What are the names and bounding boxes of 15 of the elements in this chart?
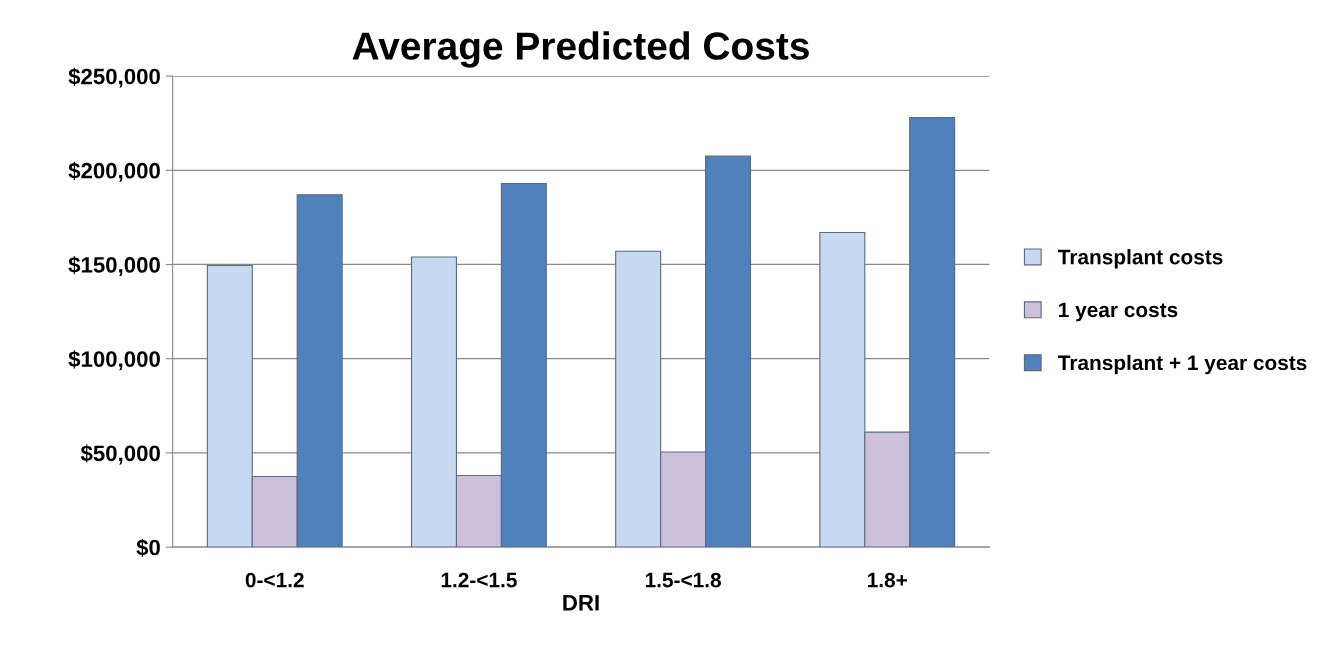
x-tick-label: 0-<1.2 [245,572,304,588]
x-tick-label: 1.8+ [868,572,907,588]
legend-label: 1 year costs [1059,302,1178,322]
y-tick-label: $200,000 [68,161,160,182]
y-tick-label: $150,000 [68,256,160,276]
x-tick-label: 1.5-<1.8 [645,572,721,588]
legend-label: Transplant + 1 year costs [1058,354,1307,375]
legend-label: Transplant costs [1058,249,1223,269]
y-tick-label: $50,000 [80,444,160,465]
y-tick-label: $100,000 [68,350,160,371]
x-axis-title: DRI [563,595,599,611]
y-tick-label: $0 [136,538,160,557]
x-tick-label: 1.2-<1.5 [441,572,517,588]
chart-title: Average Predicted Costs [352,31,809,68]
y-tick-label: $250,000 [68,67,160,88]
